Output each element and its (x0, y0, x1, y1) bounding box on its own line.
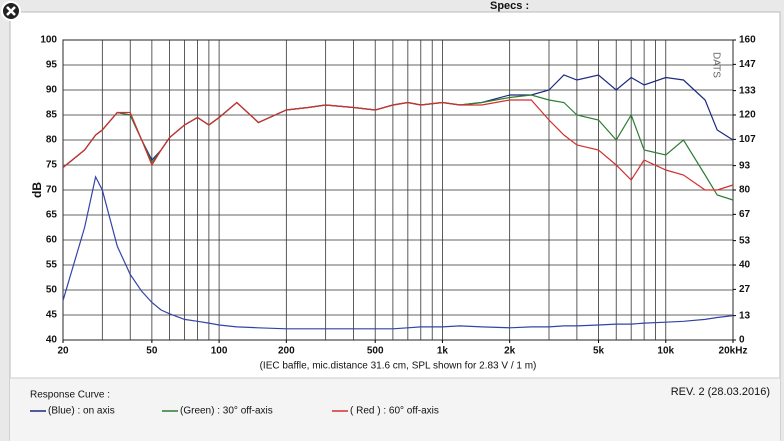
legend-label: (Green) : 30° off-axis (180, 406, 273, 417)
y-tick-label: 55 (46, 260, 58, 271)
y-tick-label: 50 (46, 285, 58, 296)
y2-tick-label: 27 (739, 284, 751, 295)
y-tick-label: 100 (40, 35, 57, 46)
x-tick-label: 50 (146, 346, 158, 357)
x-tick-label: 5k (593, 346, 605, 357)
y2-tick-label: 160 (739, 35, 756, 46)
y2-tick-label: 80 (739, 185, 751, 196)
x-tick-label: 1k (437, 346, 449, 357)
y2-tick-label: 93 (739, 160, 751, 171)
y2-tick-label: 0 (739, 335, 745, 346)
legend-label: (Blue) : on axis (48, 406, 115, 417)
legend-title: Response Curve : (30, 390, 110, 401)
y-tick-label: 60 (46, 235, 58, 246)
header-title: Specs : (490, 0, 529, 12)
y2-tick-label: 53 (739, 235, 751, 246)
x-tick-label: 100 (211, 346, 228, 357)
y-tick-label: 85 (46, 110, 58, 121)
y-tick-label: 40 (46, 335, 58, 346)
series-line (62, 99, 734, 191)
x-tick-label: 20kHz (719, 346, 748, 357)
x-tick-label: 2k (504, 346, 516, 357)
y2-tick-label: 133 (739, 85, 756, 96)
close-button[interactable] (1, 1, 21, 21)
x-tick-label: 10k (657, 346, 674, 357)
y2-tick-label: 120 (739, 110, 756, 121)
y2-tick-label: 40 (739, 260, 751, 271)
y2-tick-label: 107 (739, 134, 756, 145)
x-tick-label: 500 (367, 346, 384, 357)
y-tick-label: 95 (46, 60, 58, 71)
y-tick-label: 75 (46, 160, 58, 171)
series-line (62, 175, 734, 330)
y-tick-label: 90 (46, 85, 58, 96)
revision: REV. 2 (28.03.2016) (671, 386, 770, 398)
y-axis-label: dB (30, 182, 44, 198)
legend-label: ( Red ) : 60° off-axis (350, 406, 439, 417)
y2-tick-label: 67 (739, 209, 751, 220)
y2-tick-label: 147 (739, 59, 756, 70)
x-tick-label: 200 (278, 346, 295, 357)
y-tick-label: 45 (46, 310, 58, 321)
y-tick-label: 65 (46, 210, 58, 221)
footer (10, 378, 780, 441)
y-tick-label: 70 (46, 185, 58, 196)
x-tick-label: 20 (57, 346, 69, 357)
close-icon[interactable] (6, 6, 16, 16)
caption: (IEC baffle, mic.distance 31.6 cm, SPL s… (260, 361, 537, 372)
y-tick-label: 80 (46, 135, 58, 146)
y2-tick-label: 13 (739, 310, 751, 321)
